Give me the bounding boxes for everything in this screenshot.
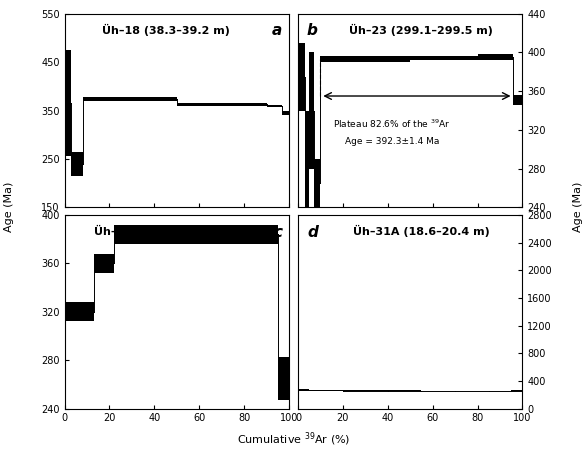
- Bar: [410, 56, 478, 60]
- Bar: [313, 159, 321, 207]
- Bar: [71, 151, 83, 176]
- Bar: [343, 390, 388, 391]
- Bar: [177, 103, 266, 106]
- Bar: [239, 225, 278, 244]
- Bar: [298, 389, 309, 391]
- Bar: [514, 95, 522, 105]
- Bar: [65, 50, 71, 157]
- Bar: [266, 105, 282, 106]
- Text: c: c: [274, 225, 282, 240]
- Text: a: a: [272, 23, 282, 39]
- Bar: [94, 254, 114, 273]
- Text: Üh–31A (18.6–20.4 m): Üh–31A (18.6–20.4 m): [353, 225, 490, 237]
- Bar: [278, 357, 289, 400]
- Bar: [309, 52, 313, 168]
- Text: Üh–23 (299.1–299.5 m): Üh–23 (299.1–299.5 m): [349, 23, 493, 35]
- Text: d: d: [307, 225, 318, 240]
- Bar: [83, 97, 177, 101]
- Bar: [489, 391, 511, 392]
- Bar: [298, 43, 305, 111]
- Bar: [305, 111, 309, 207]
- Text: b: b: [307, 23, 318, 39]
- Bar: [511, 390, 522, 391]
- Text: Age (Ma): Age (Ma): [4, 181, 14, 232]
- Bar: [309, 390, 343, 391]
- Bar: [455, 391, 489, 392]
- Text: Plateau 82.6% of the $^{39}$Ar: Plateau 82.6% of the $^{39}$Ar: [333, 118, 451, 130]
- Text: Age (Ma): Age (Ma): [573, 181, 583, 232]
- Bar: [65, 302, 94, 321]
- Text: Cumulative $^{39}$Ar (%): Cumulative $^{39}$Ar (%): [237, 430, 350, 448]
- Bar: [321, 56, 410, 62]
- Text: Üh–18 (38.3–39.2 m): Üh–18 (38.3–39.2 m): [102, 23, 230, 35]
- Bar: [282, 112, 289, 115]
- Bar: [478, 55, 514, 60]
- Text: Üh–27 (309.7–310.6 m): Üh–27 (309.7–310.6 m): [94, 225, 237, 237]
- Text: Age = 392.3±1.4 Ma: Age = 392.3±1.4 Ma: [345, 137, 440, 146]
- Bar: [114, 225, 239, 244]
